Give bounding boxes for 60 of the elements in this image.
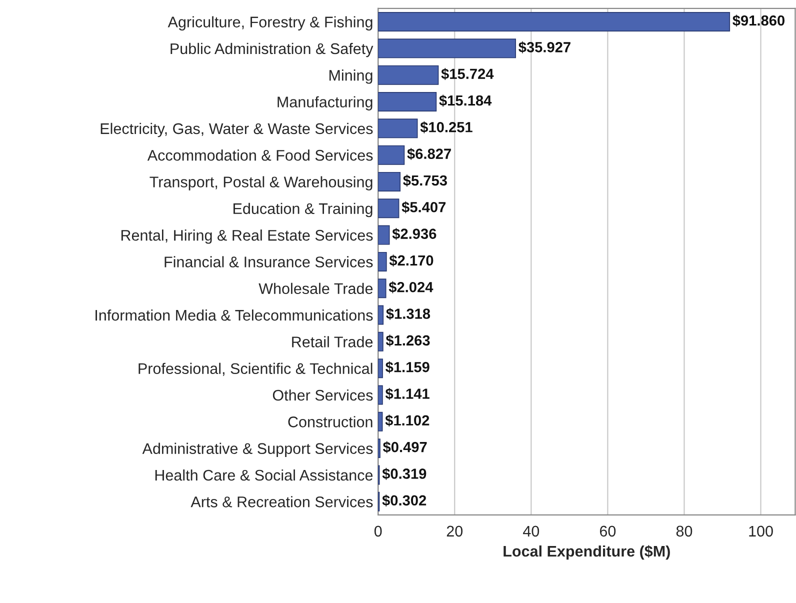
- data-label: $1.159: [386, 361, 430, 374]
- data-label: $2.024: [388, 281, 434, 294]
- y-tick-label: Health Care & Social Assistance: [155, 469, 373, 481]
- data-label: $0.497: [382, 441, 427, 454]
- y-tick-label: Information Media & Telecommunications: [96, 309, 373, 321]
- y-tick-label: Other Services: [272, 389, 373, 401]
- bar: [378, 12, 730, 32]
- bar: [378, 118, 418, 138]
- bar: [378, 385, 383, 405]
- y-tick-label: Public Administration & Safety: [170, 42, 374, 58]
- bar: [378, 358, 383, 378]
- x-tick-label: 80: [676, 526, 692, 537]
- data-label: $0.302: [382, 494, 426, 506]
- x-axis-title: Local Expenditure ($M): [504, 545, 670, 560]
- bar: [378, 65, 439, 85]
- y-tick-label: Construction: [288, 416, 372, 428]
- data-label: $5.407: [402, 201, 446, 214]
- y-tick-label: Mining: [329, 70, 372, 84]
- y-tick-label: Manufacturing: [278, 96, 372, 110]
- y-tick-label: Agriculture, Forestry & Fishing: [168, 16, 372, 30]
- bar: [378, 172, 401, 192]
- x-tick-label: 40: [523, 526, 540, 537]
- x-tick-label: 60: [600, 526, 616, 537]
- bar: [378, 225, 390, 245]
- x-tick-label: 0: [374, 526, 382, 537]
- y-tick-label: Electricity, Gas, Water & Waste Services: [100, 122, 373, 138]
- data-label: $10.251: [420, 121, 472, 134]
- data-label: $0.319: [382, 468, 426, 480]
- bar: [378, 332, 384, 352]
- data-label: $1.102: [385, 414, 430, 427]
- y-tick-label: Rental, Hiring & Real Estate Services: [121, 230, 373, 244]
- bar: [378, 305, 384, 325]
- data-label: $15.184: [439, 94, 492, 107]
- bar: [378, 92, 437, 112]
- y-tick-label: Accommodation & Food Services: [147, 150, 373, 161]
- x-tick-label: 100: [749, 526, 773, 537]
- bar: [378, 145, 405, 165]
- bar: [378, 252, 387, 272]
- data-label: $5.753: [403, 174, 447, 187]
- data-label: $6.827: [407, 148, 451, 160]
- data-label: $1.318: [386, 308, 430, 320]
- bar: [378, 198, 400, 218]
- x-tick-label: 20: [446, 526, 463, 537]
- y-tick-label: Education & Training: [234, 202, 372, 218]
- data-label: $15.724: [441, 68, 494, 80]
- y-tick-label: Retail Trade: [292, 336, 373, 348]
- data-label: $2.936: [392, 228, 436, 240]
- data-label: $35.927: [518, 41, 570, 54]
- y-tick-label: Transport, Postal & Warehousing: [150, 176, 372, 190]
- data-label: $1.141: [385, 388, 430, 400]
- data-label: $91.860: [732, 14, 785, 27]
- data-label: $2.170: [389, 254, 434, 267]
- y-tick-label: Administrative & Support Services: [142, 442, 373, 458]
- bar: [378, 38, 516, 58]
- data-label: $1.263: [386, 334, 430, 347]
- y-tick-label: Financial & Insurance Services: [164, 256, 373, 268]
- y-tick-label: Professional, Scientific & Technical: [138, 362, 372, 376]
- y-tick-label: Wholesale Trade: [258, 282, 373, 294]
- bar: [378, 278, 386, 298]
- y-tick-label: Arts & Recreation Services: [190, 496, 373, 508]
